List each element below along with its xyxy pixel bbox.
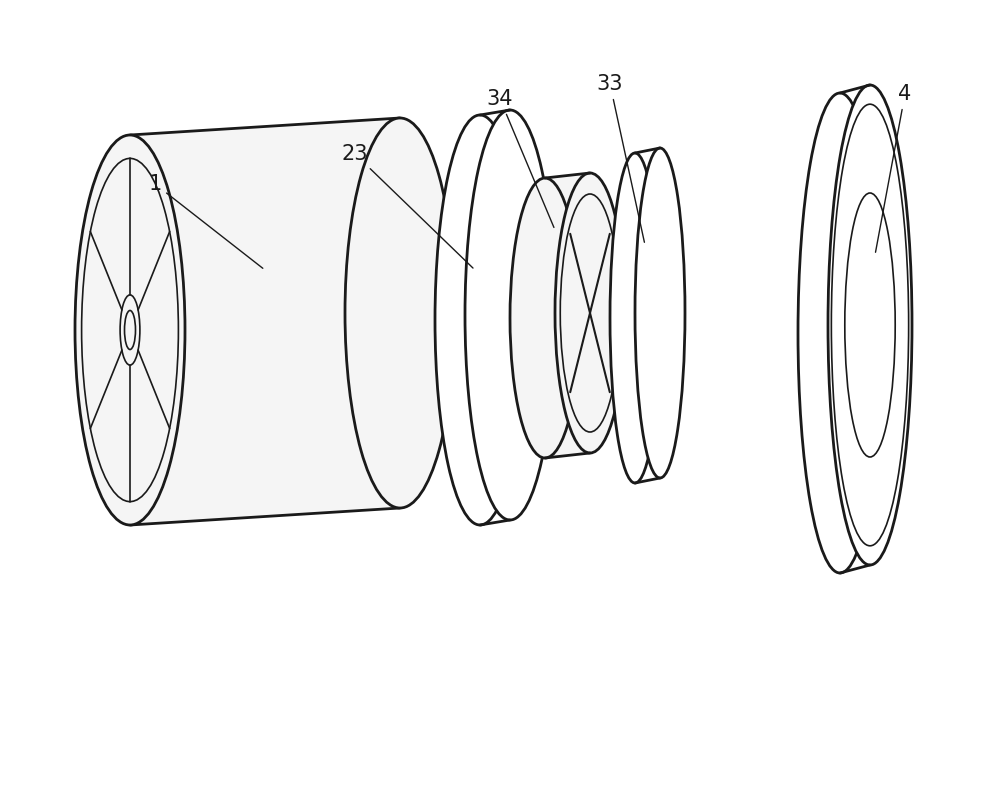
- Text: 4: 4: [876, 84, 912, 252]
- Ellipse shape: [75, 135, 185, 525]
- Ellipse shape: [555, 173, 625, 453]
- Text: 34: 34: [487, 89, 554, 227]
- Text: 1: 1: [148, 174, 263, 268]
- Polygon shape: [635, 148, 660, 483]
- Ellipse shape: [635, 148, 685, 478]
- Polygon shape: [545, 173, 590, 458]
- Ellipse shape: [465, 110, 555, 520]
- Polygon shape: [480, 110, 510, 525]
- Ellipse shape: [435, 115, 525, 525]
- Ellipse shape: [345, 118, 455, 508]
- Ellipse shape: [845, 193, 895, 457]
- Text: 23: 23: [342, 144, 473, 268]
- Text: 33: 33: [597, 74, 644, 242]
- Ellipse shape: [120, 295, 140, 365]
- Polygon shape: [130, 118, 400, 525]
- Ellipse shape: [124, 310, 136, 350]
- Ellipse shape: [798, 93, 882, 573]
- Polygon shape: [840, 85, 870, 573]
- Ellipse shape: [610, 153, 660, 483]
- Ellipse shape: [828, 85, 912, 565]
- Ellipse shape: [510, 178, 580, 458]
- Ellipse shape: [82, 158, 178, 502]
